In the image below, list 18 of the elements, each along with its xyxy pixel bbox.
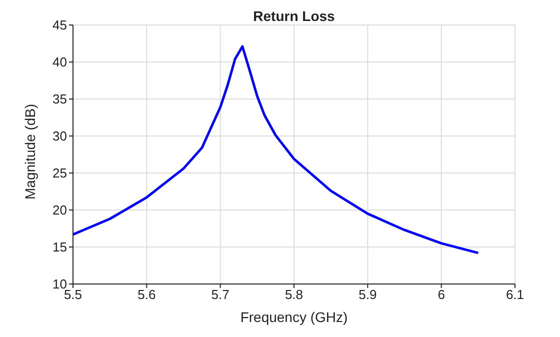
y-tick-label: 35 [52, 92, 67, 107]
x-axis-title: Frequency (GHz) [240, 309, 348, 325]
line-series [73, 45, 480, 254]
x-tick-label: 5.6 [138, 287, 156, 302]
y-tick-label: 30 [52, 128, 67, 144]
y-tick-label: 20 [52, 202, 67, 218]
y-tick-label: 40 [52, 54, 67, 70]
x-tick-label: 5.8 [284, 287, 304, 302]
x-tick-label: 6.1 [506, 287, 524, 302]
x-tick-label: 6 [438, 287, 445, 302]
x-tick-label: 5.5 [64, 287, 82, 302]
y-tick-label: 25 [52, 166, 67, 181]
y-axis-title: Magnitude (dB) [22, 104, 38, 200]
chart-title: Return Loss [252, 8, 336, 24]
y-tick-label: 45 [52, 18, 67, 33]
x-tick-label: 5.9 [358, 287, 377, 302]
y-tick-label: 15 [52, 240, 67, 255]
x-tick-label: 5.7 [211, 287, 230, 302]
